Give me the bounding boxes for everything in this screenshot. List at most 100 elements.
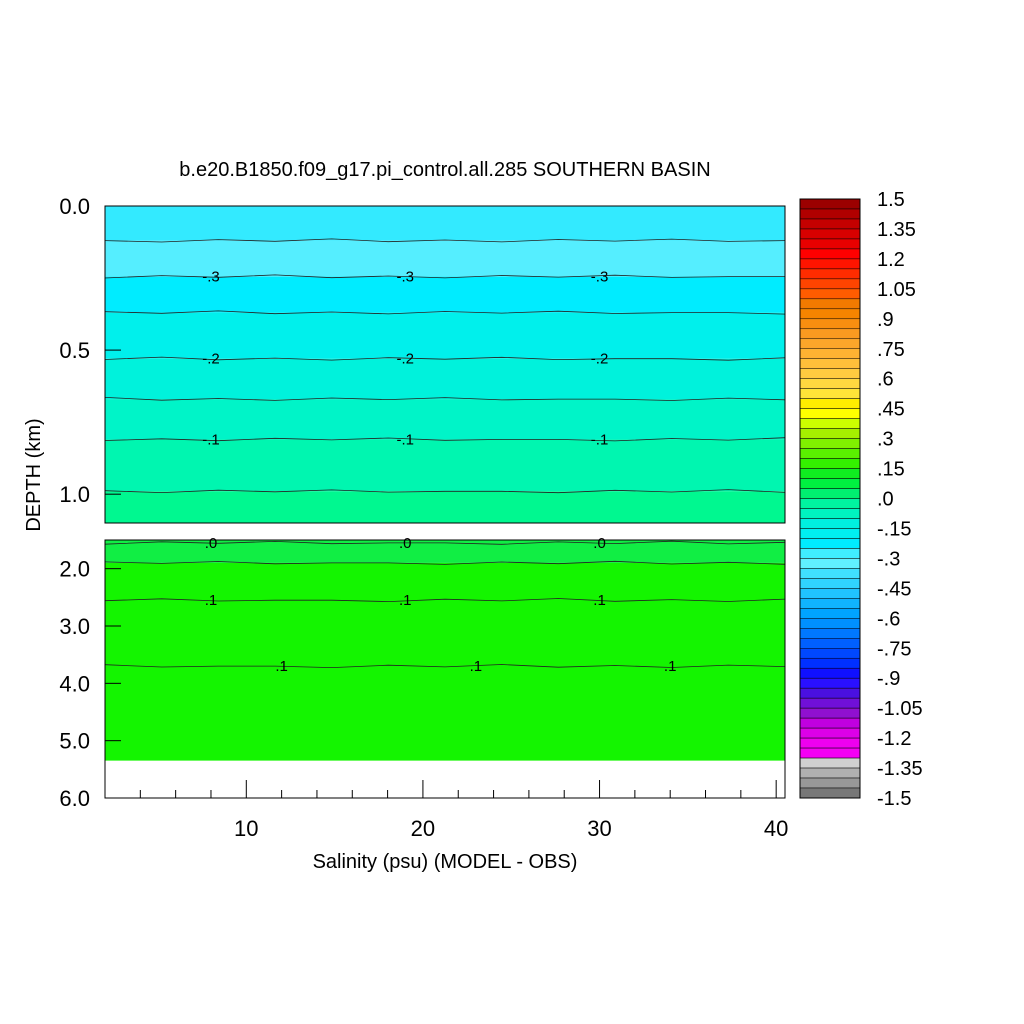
colorbar-swatch [799, 747, 861, 759]
contour-line [104, 540, 786, 545]
colorbar-swatch [799, 478, 861, 489]
contour-label: .0 [593, 535, 606, 552]
contour-line [104, 238, 786, 243]
contour-label: -.2 [202, 351, 220, 368]
colorbar-swatch [799, 338, 861, 349]
colorbar-swatch [799, 608, 861, 619]
fill-band [105, 206, 785, 241]
colorbar-swatch [799, 308, 861, 320]
y-tick-label: 3.0 [59, 614, 90, 639]
fill-band [105, 240, 785, 277]
colorbar-swatch [799, 618, 861, 629]
x-axis: 10 20 30 40 [104, 780, 788, 841]
colorbar-tick-label: -.6 [877, 608, 900, 630]
colorbar-swatch [799, 348, 861, 359]
colorbar-swatch [799, 667, 861, 679]
upper-panel: -.3 -.3 -.3 -.2 -.2 -.2 -.1 -.1 -.1 [104, 205, 786, 524]
contour-line [104, 489, 786, 494]
colorbar-swatch [799, 388, 861, 399]
upper-panel-frame [104, 205, 786, 524]
colorbar-tick-label: -.3 [877, 548, 900, 570]
contour-label: -.1 [591, 431, 609, 448]
y-tick-label: 2.0 [59, 557, 90, 582]
y-axis-label: DEPTH (km) [23, 418, 45, 531]
fill-band [105, 540, 785, 563]
colorbar-swatch [799, 628, 861, 639]
colorbar-tick-label: -1.35 [877, 758, 923, 780]
lower-panel: .0 .0 .0 .1 .1 .1 .1 .1 .1 [104, 535, 786, 799]
colorbar-tick-label: .6 [877, 369, 894, 391]
colorbar-tick-label: 1.05 [877, 279, 916, 301]
colorbar-tick-label: 1.5 [877, 189, 905, 211]
contour-label: .1 [593, 592, 606, 609]
colorbar-swatch [799, 558, 861, 569]
colorbar-tick-label: -.9 [877, 668, 900, 690]
colorbar-swatch [799, 298, 861, 310]
colorbar-swatch [799, 328, 861, 340]
colorbar-swatch [799, 717, 861, 729]
contour-label: .1 [470, 658, 483, 675]
contour-label: .1 [275, 658, 288, 675]
colorbar-swatch [799, 498, 861, 509]
y-tick-label: 1.0 [59, 482, 90, 507]
colorbar-swatch [799, 707, 861, 719]
colorbar-tick-label: .15 [877, 459, 905, 481]
colorbar-tick-label: .3 [877, 429, 894, 451]
contour-label: -.2 [591, 351, 609, 368]
contour-line [104, 598, 786, 603]
lower-panel-frame [104, 539, 786, 799]
colorbar-tick-label: .45 [877, 399, 905, 421]
y-axis: 0.0 0.5 1.0 2.0 3.0 4.0 5.0 6.0 [59, 194, 121, 811]
y-tick-label: 0.0 [59, 194, 90, 219]
colorbar-swatch [799, 468, 861, 479]
colorbar-swatch [799, 588, 861, 599]
colorbar-swatch [799, 288, 861, 300]
colorbar-tick-label: -.15 [877, 518, 911, 540]
colorbar-tick-label: -.75 [877, 638, 911, 660]
colorbar-swatch [799, 378, 861, 389]
contour-line [104, 397, 786, 401]
contour-label: .1 [399, 592, 412, 609]
fill-band [105, 439, 785, 492]
colorbar-frame [799, 198, 861, 799]
fill-band [105, 312, 785, 359]
colorbar-swatch [799, 528, 861, 539]
y-tick-label: 6.0 [59, 786, 90, 811]
colorbar-swatch [799, 278, 861, 290]
colorbar-swatch [799, 318, 861, 330]
colorbar-tick-label: .9 [877, 309, 894, 331]
colorbar-swatch [799, 737, 861, 749]
colorbar-swatch [799, 548, 861, 559]
contour-line [104, 356, 786, 361]
y-tick-label: 4.0 [59, 671, 90, 696]
colorbar-swatch [799, 757, 861, 769]
colorbar-tick-label: -.45 [877, 578, 911, 600]
colorbar-swatch [799, 408, 861, 419]
fill-band [105, 399, 785, 440]
colorbar-swatch [799, 648, 861, 659]
colorbar-tick-label: -1.5 [877, 788, 911, 810]
contour-line [104, 560, 786, 565]
contour-label: -.1 [202, 431, 220, 448]
colorbar-swatch [799, 248, 861, 260]
contour-label: -.3 [397, 269, 415, 286]
colorbar-swatch [799, 697, 861, 709]
colorbar-swatch [799, 568, 861, 579]
colorbar-tick-label: 1.35 [877, 219, 916, 241]
colorbar-swatch [799, 368, 861, 379]
contour-label: -.3 [591, 269, 609, 286]
colorbar-tick-label: 1.2 [877, 249, 905, 271]
fill-band [105, 491, 785, 523]
colorbar-swatch [799, 508, 861, 519]
contour-label: .1 [205, 592, 218, 609]
x-tick-label: 40 [764, 816, 788, 841]
colorbar-swatch [799, 218, 861, 230]
chart-title: b.e20.B1850.f09_g17.pi_control.all.285 S… [179, 159, 710, 181]
y-tick-label: 0.5 [59, 338, 90, 363]
colorbar-tick-label: .75 [877, 339, 905, 361]
colorbar-swatch [799, 638, 861, 649]
colorbar-swatch [799, 677, 861, 689]
contour-label: -.2 [397, 351, 415, 368]
contour-line [104, 664, 786, 669]
